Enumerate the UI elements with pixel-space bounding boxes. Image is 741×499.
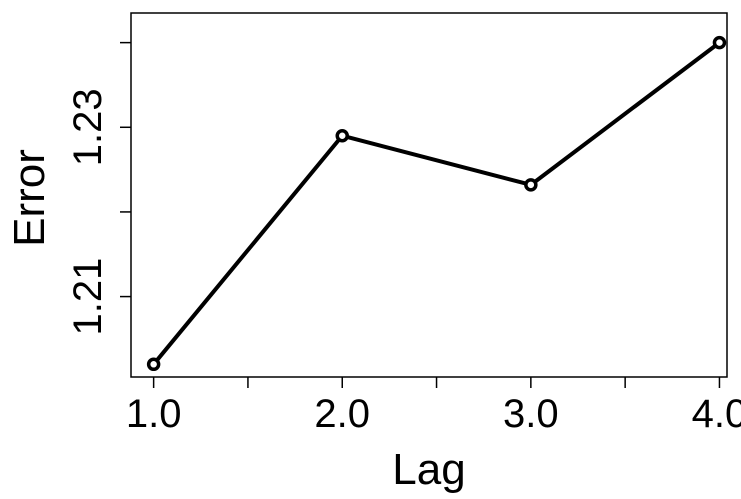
y-tick-label: 1.21 [66, 258, 110, 336]
data-point [335, 128, 349, 143]
y-tick-label: 1.23 [66, 88, 110, 166]
x-tick-label: 3.0 [503, 392, 559, 436]
data-points [146, 35, 727, 372]
data-point [146, 357, 161, 372]
data-point [524, 178, 538, 192]
series-line [152, 41, 721, 366]
x-tick-label: 2.0 [314, 392, 370, 436]
x-axis-title: Lag [392, 445, 465, 494]
y-axis: 1.21 1.23 [66, 41, 131, 336]
data-point [712, 35, 727, 50]
plot-frame [130, 12, 728, 378]
x-axis: 1.0 2.0 3.0 4.0 [126, 377, 741, 436]
x-tick-label: 4.0 [692, 392, 741, 436]
y-axis-title: Error [5, 149, 54, 247]
x-tick-label: 1.0 [126, 392, 182, 436]
